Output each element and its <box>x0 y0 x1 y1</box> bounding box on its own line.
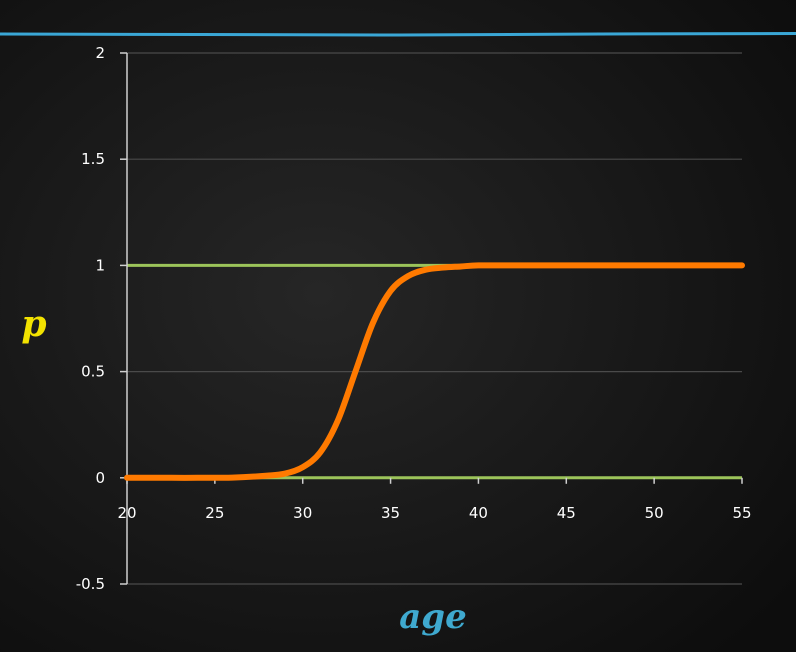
y-axis-label: p <box>21 303 46 345</box>
x-tick-label: 25 <box>205 504 224 522</box>
x-tick-label: 40 <box>469 504 488 522</box>
top-chalk-rule <box>0 32 796 37</box>
y-tick-label: 1.5 <box>81 150 105 168</box>
x-axis-label: age <box>399 597 466 637</box>
x-tick-label: 45 <box>557 504 576 522</box>
gridlines <box>127 52 742 585</box>
y-tick-label: 2 <box>95 44 105 62</box>
series-layer <box>124 262 745 481</box>
tick-labels: -0.5 0 0.5 1 1.5 2 20 25 30 35 40 45 50 55 <box>76 44 752 593</box>
x-tick-label: 30 <box>293 504 312 522</box>
series-line <box>124 262 745 481</box>
x-tick-label: 35 <box>381 504 400 522</box>
y-tick-label: -0.5 <box>76 575 105 593</box>
x-tick-label: 20 <box>117 504 136 522</box>
y-tick-label: 0 <box>95 469 105 487</box>
y-tick-label: 1 <box>95 256 105 274</box>
x-tick-label: 50 <box>645 504 664 522</box>
x-tick-label: 55 <box>732 504 751 522</box>
y-tick-label: 0.5 <box>81 363 105 381</box>
